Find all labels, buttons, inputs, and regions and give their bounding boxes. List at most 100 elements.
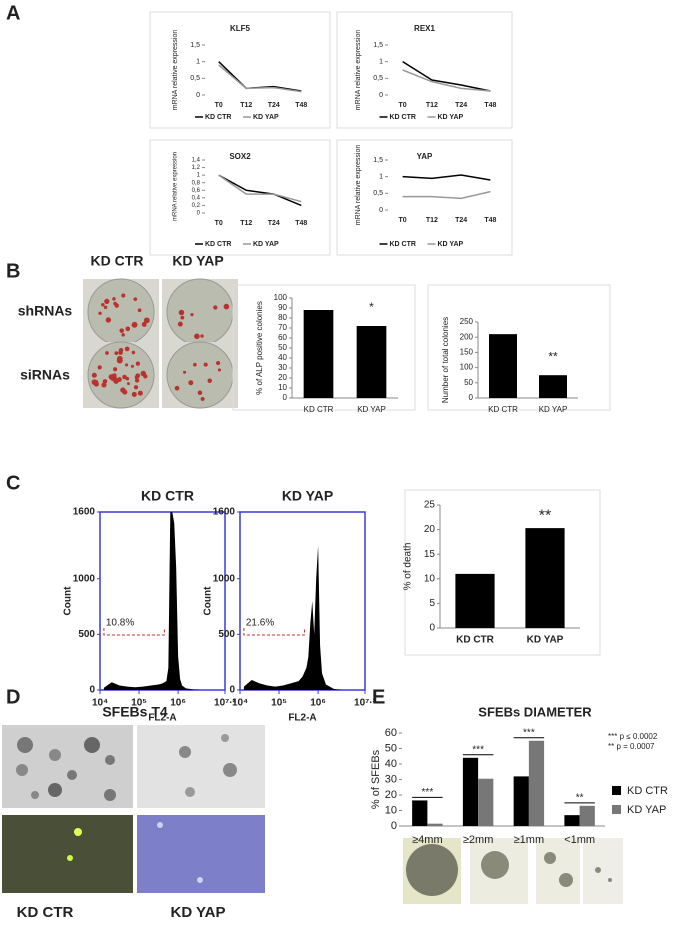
colony <box>223 303 230 310</box>
gate <box>243 628 305 636</box>
colony <box>174 385 180 391</box>
colony <box>193 362 197 367</box>
y-tick-label: 60 <box>385 727 397 739</box>
y-tick-label: 1,4 <box>192 158 201 164</box>
panel-label: B <box>6 260 20 282</box>
x-axis-label: FL2-A <box>148 713 176 724</box>
significance: * <box>369 300 374 314</box>
significance: *** <box>422 787 434 798</box>
micrographs <box>2 725 265 893</box>
y-tick-label: 10 <box>424 573 436 584</box>
colony <box>116 355 123 362</box>
chart-frame <box>427 284 611 411</box>
bar <box>462 757 479 826</box>
colony <box>117 377 122 382</box>
y-tick-label: 0,5 <box>373 75 383 82</box>
x-tick-label: T48 <box>484 102 496 109</box>
y-tick-label: 30 <box>278 363 287 372</box>
y-tick-label: 500 <box>218 629 235 640</box>
y-tick-label: 20 <box>424 524 436 535</box>
y-tick-label: 1,5 <box>190 42 200 49</box>
y-axis-label: mRNA relative expression <box>172 30 179 111</box>
colony <box>203 362 208 367</box>
column-label: KD YAP <box>172 253 223 269</box>
y-axis-label: mRNA relative expression <box>173 152 179 221</box>
colony <box>217 368 221 372</box>
x-tick-label: 10⁵ <box>131 698 147 709</box>
y-tick-label: 30 <box>385 773 397 785</box>
series-line <box>218 64 302 93</box>
y-tick-label: 1600 <box>213 507 236 518</box>
y-tick-label: 0,5 <box>190 75 200 82</box>
colony <box>124 363 129 367</box>
y-tick-label: 0 <box>391 820 397 832</box>
y-tick-label: 0,2 <box>192 203 201 209</box>
panel-title: SFEBs T4 <box>102 704 168 720</box>
legend-label: KD YAP <box>438 241 464 248</box>
colony <box>197 390 203 396</box>
x-tick-label: ≥2mm <box>463 834 493 846</box>
y-tick-label: 10 <box>385 804 397 816</box>
x-axis-label: FL2-A <box>288 713 316 724</box>
colony <box>141 371 146 376</box>
x-tick-label: KD CTR <box>456 635 495 646</box>
colony <box>121 293 126 298</box>
colony <box>101 303 105 307</box>
x-tick-label: T48 <box>295 102 307 109</box>
embryoid-photos <box>403 838 623 904</box>
y-tick-label: 100 <box>274 293 288 302</box>
x-tick-label: T12 <box>240 102 252 109</box>
legend-label: KD CTR <box>205 241 231 248</box>
bar <box>539 375 567 398</box>
chart-frame <box>149 11 331 129</box>
bar <box>478 778 494 826</box>
chart-frame <box>149 139 331 256</box>
colony <box>178 309 185 316</box>
colony <box>177 321 183 327</box>
bar <box>427 823 443 826</box>
bar <box>528 740 545 826</box>
significance: ** <box>576 792 584 803</box>
y-axis-label: % of death <box>403 543 414 591</box>
legend-label: KD YAP <box>253 241 279 248</box>
colony <box>131 391 137 397</box>
colony <box>103 305 108 310</box>
y-tick-label: 0 <box>469 393 474 402</box>
y-tick-label: 90 <box>278 303 287 312</box>
y-tick-label: 1000 <box>73 573 96 584</box>
colony <box>93 381 99 387</box>
y-tick-label: 1,5 <box>373 42 383 49</box>
colony <box>143 317 150 324</box>
colony <box>98 311 102 315</box>
y-tick-label: 10 <box>278 383 287 392</box>
colony <box>137 390 143 396</box>
x-tick-label: T48 <box>295 220 307 227</box>
chart-title: YAP <box>417 152 433 161</box>
bar <box>525 528 565 628</box>
y-tick-label: 0 <box>283 393 288 402</box>
bar <box>303 310 334 398</box>
colony <box>194 333 200 340</box>
y-tick-label: 250 <box>460 317 474 326</box>
gate <box>103 628 165 636</box>
x-tick-label: T12 <box>426 102 438 109</box>
y-axis-label: Count <box>203 586 214 616</box>
bar <box>579 805 595 826</box>
legend-swatch <box>612 786 621 795</box>
chart-frame <box>232 284 416 411</box>
colony <box>135 373 141 379</box>
colony <box>135 361 141 366</box>
y-tick-label: 1,2 <box>192 165 201 171</box>
plot-frame <box>239 511 366 691</box>
y-tick-label: 70 <box>278 323 287 332</box>
y-tick-label: 200 <box>460 332 474 341</box>
legend-label: KD CTR <box>390 241 416 248</box>
y-tick-label: 25 <box>424 500 436 511</box>
x-tick-label: 10⁷·² <box>354 698 377 709</box>
y-axis-label: mRNA relative expression <box>355 145 362 226</box>
series-line <box>218 174 302 207</box>
y-tick-label: 1 <box>379 59 383 66</box>
x-tick-label: T24 <box>455 102 467 109</box>
y-tick-label: 5 <box>429 598 435 609</box>
